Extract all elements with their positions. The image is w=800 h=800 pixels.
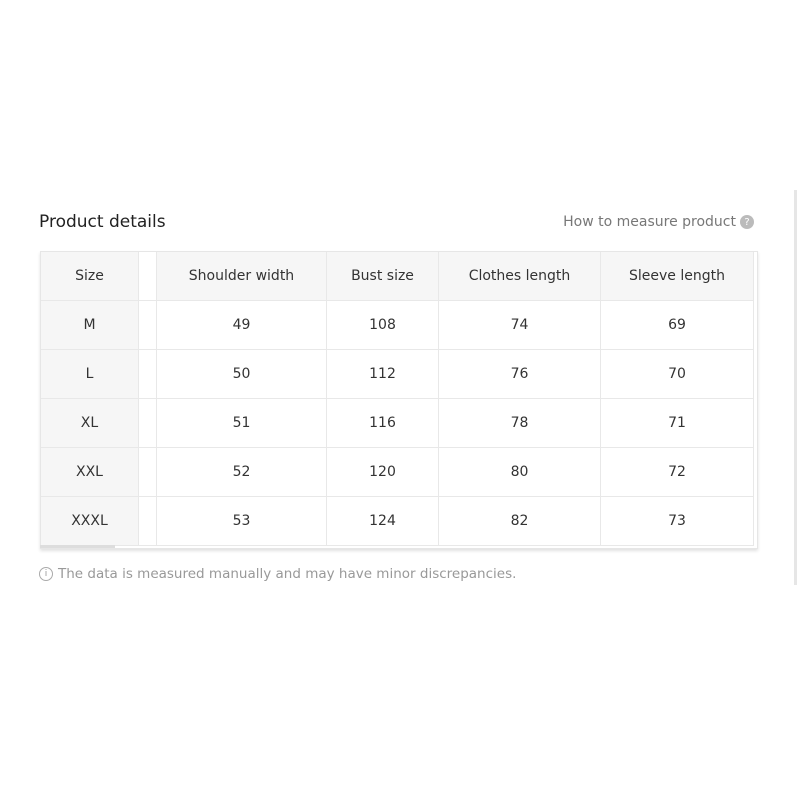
value-cell: 80 [438,447,601,497]
size-cell: M [41,300,139,350]
size-cell: XXL [41,447,139,497]
value-cell: 120 [326,447,439,497]
table-row: XL 51 116 78 71 [41,398,754,448]
value-cell: 71 [600,398,754,448]
question-circle-icon: ? [740,215,754,229]
value-cell: 82 [438,496,601,546]
disclaimer-text: The data is measured manually and may ha… [58,566,517,582]
value-cell: 49 [156,300,327,350]
value-cell: 73 [600,496,754,546]
value-cell: 108 [326,300,439,350]
table-row: XXL 52 120 80 72 [41,447,754,497]
size-table[interactable]: Size Shoulder width Bust size Clothes le… [40,251,758,549]
column-divider [138,349,157,399]
size-cell: L [41,349,139,399]
table-row: M 49 108 74 69 [41,300,754,350]
how-to-measure-label: How to measure product [563,214,736,230]
column-divider [138,252,157,301]
size-cell: XL [41,398,139,448]
column-divider [138,447,157,497]
value-cell: 78 [438,398,601,448]
value-cell: 52 [156,447,327,497]
disclaimer: i The data is measured manually and may h… [39,566,516,582]
info-circle-icon: i [39,567,53,581]
header-size: Size [41,252,139,301]
table-row: L 50 112 76 70 [41,349,754,399]
column-divider [138,398,157,448]
value-cell: 124 [326,496,439,546]
horizontal-scrollbar[interactable] [40,545,115,548]
size-cell: XXXL [41,496,139,546]
column-divider [138,496,157,546]
value-cell: 72 [600,447,754,497]
value-cell: 74 [438,300,601,350]
value-cell: 116 [326,398,439,448]
value-cell: 76 [438,349,601,399]
header-shoulder: Shoulder width [156,252,327,301]
table-row: XXXL 53 124 82 73 [41,496,754,546]
column-divider [138,300,157,350]
value-cell: 53 [156,496,327,546]
header-sleeve-length: Sleeve length [600,252,754,301]
value-cell: 50 [156,349,327,399]
value-cell: 51 [156,398,327,448]
vertical-scrollbar[interactable] [794,190,797,585]
header-bust: Bust size [326,252,439,301]
value-cell: 69 [600,300,754,350]
section-title: Product details [39,212,166,232]
header-clothes-length: Clothes length [438,252,601,301]
value-cell: 112 [326,349,439,399]
table-header-row: Size Shoulder width Bust size Clothes le… [41,252,754,301]
how-to-measure-link[interactable]: How to measure product? [563,214,754,230]
value-cell: 70 [600,349,754,399]
